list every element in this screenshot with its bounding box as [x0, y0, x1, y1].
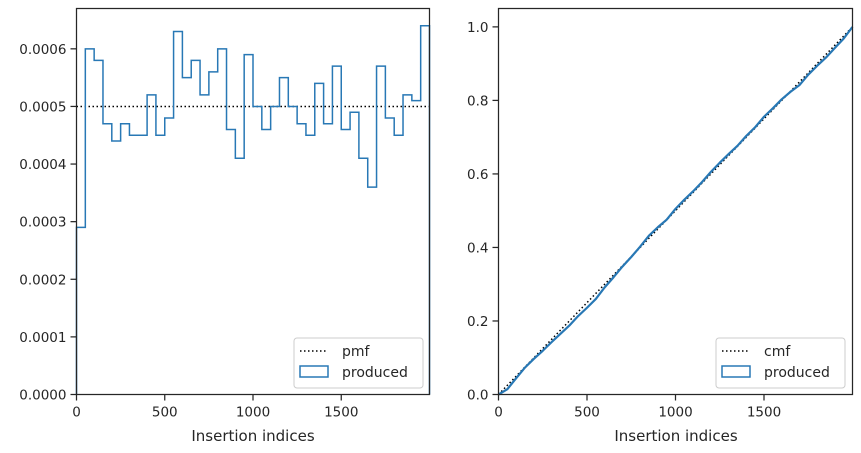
y-tick-label: 0.2	[467, 314, 488, 330]
cmf-line	[497, 26, 854, 396]
y-tick-label: 0.0000	[19, 388, 66, 404]
y-tick-label: 0.4	[467, 240, 488, 256]
histogram-bin	[227, 129, 236, 394]
histogram-bin	[235, 158, 244, 394]
y-tick-label: 0.0001	[19, 330, 66, 346]
histogram-bin	[244, 55, 253, 395]
histogram-bin	[156, 135, 165, 394]
histogram-bin	[103, 124, 112, 395]
histogram-bin	[129, 135, 138, 394]
legend-label-produced: produced	[764, 365, 830, 381]
x-tick-label: 0	[72, 405, 81, 421]
x-tick-label: 1000	[658, 405, 692, 421]
histogram-bin	[94, 60, 103, 394]
x-tick-label: 500	[152, 405, 178, 421]
histogram-panel: 0 500 1000 1500 0.0000 0.0001 0.0002 0.0003 0.0…	[19, 7, 431, 445]
produced-cumulative-line	[497, 26, 854, 396]
legend-label-cmf: cmf	[764, 344, 791, 360]
histogram-bin	[262, 129, 271, 394]
plot-frame	[497, 7, 854, 396]
histogram-bin	[191, 60, 200, 394]
histogram-bin	[138, 135, 147, 394]
histogram-bin	[174, 32, 183, 395]
histogram-bin	[182, 78, 191, 395]
y-tick-label: 0.8	[467, 93, 488, 109]
produced-step-outline	[75, 25, 431, 395]
y-tick-label: 0.0002	[19, 272, 66, 288]
legend-label-pmf: pmf	[342, 344, 371, 360]
y-tick-label: 0.0003	[19, 215, 66, 231]
y-tick-label: 0.6	[467, 167, 488, 183]
histogram-bin	[85, 49, 94, 395]
legend-box	[715, 337, 846, 389]
histogram-bin	[200, 95, 209, 395]
histogram-bin	[121, 124, 130, 395]
y-tick-label: 0.0	[467, 388, 488, 404]
histogram-bin	[253, 106, 262, 394]
legend-box	[293, 337, 424, 389]
histogram-bin	[77, 227, 86, 394]
histogram-bin	[147, 95, 156, 395]
histogram-bin	[165, 118, 174, 395]
y-tick-label: 0.0004	[19, 157, 66, 173]
y-tick-label: 0.0005	[19, 99, 66, 115]
histogram-bin	[209, 72, 218, 395]
x-tick-label: 500	[574, 405, 600, 421]
y-tick-label: 1.0	[467, 20, 488, 36]
histogram-bin	[271, 106, 280, 394]
legend: pmf produced	[293, 337, 424, 389]
histogram-bin	[279, 78, 288, 395]
legend: cmf produced	[715, 337, 846, 389]
x-axis-label: Insertion indices	[191, 427, 314, 445]
y-tick-label: 0.0006	[19, 42, 66, 58]
cdf-panel: 0 500 1000 1500 0.0 0.2 0.4 0.6 0.8 1.0 Insertio…	[467, 7, 854, 445]
x-axis-label: Insertion indices	[614, 427, 737, 445]
histogram-bin	[218, 49, 227, 395]
legend-produced-swatch	[721, 365, 751, 378]
x-tick-label: 1000	[236, 405, 270, 421]
x-tick-label: 0	[494, 405, 503, 421]
histogram-bin	[112, 141, 121, 394]
legend-produced-swatch	[299, 365, 329, 378]
x-tick-label: 1500	[324, 405, 358, 421]
x-tick-label: 1500	[747, 405, 781, 421]
legend-label-produced: produced	[342, 365, 408, 381]
